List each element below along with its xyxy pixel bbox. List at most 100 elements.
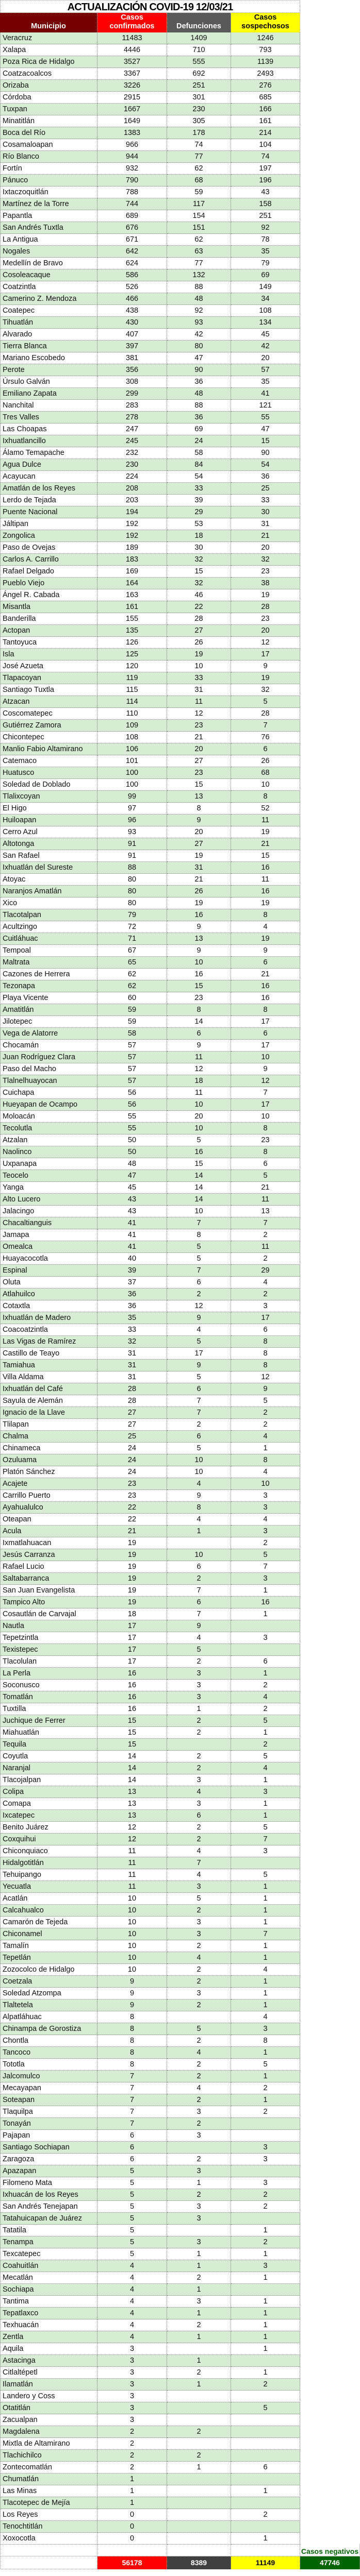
table-row: Manlio Fabio Altamirano 106 20 6 <box>0 743 300 755</box>
defunciones-cell: 88 <box>167 281 231 293</box>
table-row: Pánuco 790 68 196 <box>0 175 300 187</box>
table-row: Tonayán 7 2 <box>0 2118 300 2130</box>
defunciones-cell: 3 <box>167 2165 231 2177</box>
table-row: Lerdo de Tejada 203 39 33 <box>0 495 300 506</box>
municipio-cell: Zozocolco de Hidalgo <box>0 1964 97 1976</box>
municipio-cell: Santiago Sochiapan <box>0 2142 97 2154</box>
sospechosos-cell: 41 <box>231 388 300 400</box>
sospechosos-cell: 1 <box>231 1810 300 1822</box>
defunciones-cell: 11 <box>167 1087 231 1099</box>
sospechosos-cell: 158 <box>231 198 300 210</box>
defunciones-cell: 2 <box>167 1289 231 1300</box>
municipio-cell: Pueblo Viejo <box>0 578 97 589</box>
confirmados-cell: 203 <box>97 495 167 506</box>
sospechosos-cell: 74 <box>231 151 300 163</box>
sospechosos-cell: 8 <box>231 1123 300 1134</box>
defunciones-cell: 14 <box>167 1194 231 1206</box>
blank-cell <box>231 2545 300 2556</box>
municipio-cell: Paso de Ovejas <box>0 542 97 554</box>
defunciones-cell: 710 <box>167 44 231 56</box>
confirmados-cell: 32 <box>97 1336 167 1348</box>
total-negativos: 47746 <box>300 2556 360 2569</box>
table-row: Jalacingo 43 10 13 <box>0 1206 300 1217</box>
defunciones-cell: 9 <box>167 1360 231 1371</box>
total-confirmados: 56178 <box>97 2556 167 2569</box>
defunciones-cell: 14 <box>167 1170 231 1182</box>
defunciones-cell: 2 <box>167 1822 231 1834</box>
table-row: Camarón de Tejeda 10 3 1 <box>0 1917 300 1928</box>
sospechosos-cell: 2 <box>231 1703 300 1715</box>
sospechosos-cell: 23 <box>231 1134 300 1146</box>
table-row: Ixhuatlán del Sureste 88 31 16 <box>0 862 300 874</box>
confirmados-cell: 4 <box>97 2319 167 2331</box>
table-row: Tlaquilpa 7 3 2 <box>0 2106 300 2118</box>
defunciones-cell: 3 <box>167 1680 231 1691</box>
sospechosos-cell: 19 <box>231 933 300 945</box>
sospechosos-cell: 793 <box>231 44 300 56</box>
confirmados-cell: 5 <box>97 2248 167 2260</box>
municipio-cell: Chacaltianguis <box>0 1217 97 1229</box>
table-row: Puente Nacional 194 29 30 <box>0 506 300 518</box>
sospechosos-cell: 1 <box>231 2248 300 2260</box>
sospechosos-cell: 12 <box>231 637 300 649</box>
defunciones-cell: 8 <box>167 1229 231 1241</box>
municipio-cell: Naranjos Amatlán <box>0 886 97 897</box>
sospechosos-cell: 35 <box>231 376 300 388</box>
sospechosos-cell: 1 <box>231 1727 300 1739</box>
municipio-cell: Gutiérrez Zamora <box>0 720 97 732</box>
table-row: Tenampa 5 3 2 <box>0 2236 300 2248</box>
blank-cell <box>0 2545 97 2556</box>
table-row: Tantoyuca 126 26 12 <box>0 637 300 649</box>
defunciones-cell <box>167 2343 231 2355</box>
confirmados-cell: 67 <box>97 945 167 957</box>
table-row: Huiloapan 96 9 11 <box>0 815 300 826</box>
totals-row: 56178 8389 11149 47746 <box>0 2556 360 2569</box>
municipio-cell: Cotaxtla <box>0 1300 97 1312</box>
table-row: Alto Lucero 43 14 11 <box>0 1194 300 1206</box>
sospechosos-cell: 1 <box>231 1585 300 1597</box>
municipio-cell: Tonayán <box>0 2118 97 2130</box>
defunciones-cell <box>167 2509 231 2521</box>
table-row: Tlalixcoyan 99 13 8 <box>0 791 300 803</box>
table-row: Texcatepec 5 1 1 <box>0 2248 300 2260</box>
table-row: Tlacojalpan 14 3 1 <box>0 1774 300 1786</box>
confirmados-cell: 4 <box>97 2272 167 2284</box>
sospechosos-cell: 5 <box>231 2402 300 2414</box>
table-row: Tatatila 5 1 <box>0 2225 300 2236</box>
municipio-cell: Tierra Blanca <box>0 341 97 352</box>
table-row: Tenochtitlán 0 <box>0 2521 300 2533</box>
blank-cell <box>0 2556 97 2569</box>
defunciones-cell: 3 <box>167 2130 231 2142</box>
defunciones-cell: 2 <box>167 1727 231 1739</box>
defunciones-cell: 7 <box>167 1407 231 1419</box>
confirmados-cell: 788 <box>97 187 167 198</box>
municipio-cell: Tepetzintla <box>0 1632 97 1644</box>
blank-cell <box>167 2545 231 2556</box>
municipio-cell: Castillo de Teayo <box>0 1348 97 1360</box>
defunciones-cell: 4 <box>167 2047 231 2059</box>
table-row: Benito Juárez 12 2 5 <box>0 1822 300 1834</box>
municipio-cell: Calcahualco <box>0 1905 97 1917</box>
defunciones-cell: 4 <box>167 1869 231 1881</box>
municipio-cell: Naolinco <box>0 1146 97 1158</box>
defunciones-cell: 4 <box>167 1514 231 1526</box>
defunciones-cell: 178 <box>167 127 231 139</box>
defunciones-cell: 20 <box>167 1111 231 1123</box>
defunciones-cell: 13 <box>167 791 231 803</box>
table-row: Chicontepec 108 21 76 <box>0 732 300 743</box>
header-sospechosos: Casos sospechosos <box>231 13 300 32</box>
table-row: Papantla 689 154 251 <box>0 210 300 222</box>
table-row: Soledad de Doblado 100 15 10 <box>0 779 300 791</box>
municipio-cell: Jamapa <box>0 1229 97 1241</box>
table-row: Platón Sánchez 24 10 4 <box>0 1466 300 1478</box>
municipio-cell: Oluta <box>0 1277 97 1289</box>
sospechosos-cell <box>231 1620 300 1632</box>
confirmados-cell: 3527 <box>97 56 167 68</box>
confirmados-cell: 4446 <box>97 44 167 56</box>
table-row: Colipa 13 4 3 <box>0 1786 300 1798</box>
municipio-cell: Úrsulo Galván <box>0 376 97 388</box>
table-row: Omealca 41 5 11 <box>0 1241 300 1253</box>
sospechosos-cell: 16 <box>231 862 300 874</box>
municipio-cell: Tempoal <box>0 945 97 957</box>
defunciones-cell: 4 <box>167 1478 231 1490</box>
